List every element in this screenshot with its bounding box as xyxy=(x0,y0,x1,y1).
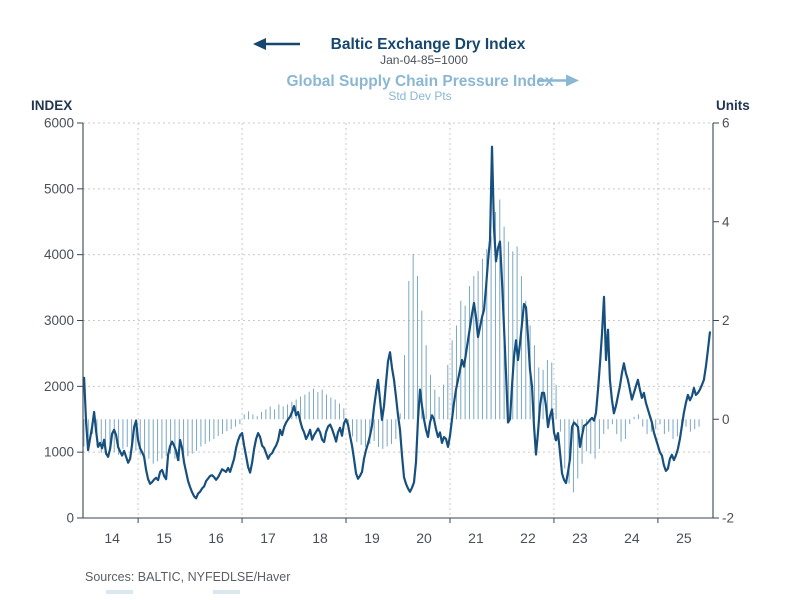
right-arrow-head-icon xyxy=(566,74,579,87)
x-axis-tick-label: 18 xyxy=(312,530,328,546)
legend-gscpi: Global Supply Chain Pressure Index Std D… xyxy=(286,73,579,103)
legend-bdi: Baltic Exchange Dry Index Jan-04-85=1000 xyxy=(253,36,526,67)
y2-axis-tick-label: 6 xyxy=(722,116,730,131)
y-axis-tick-label: 2000 xyxy=(44,379,74,394)
x-axis-tick-label: 15 xyxy=(156,530,172,546)
cropped-footer-artifact xyxy=(213,590,240,594)
chart-subtitle-bdi: Jan-04-85=1000 xyxy=(380,53,468,67)
y-axis-tick-label: 0 xyxy=(66,511,74,526)
chart-title-bdi: Baltic Exchange Dry Index xyxy=(331,36,526,53)
x-axis-tick-label: 20 xyxy=(416,530,432,546)
y2-axis-tick-label: 4 xyxy=(722,214,730,229)
x-axis-tick-label: 19 xyxy=(364,530,380,546)
left-arrow-head-icon xyxy=(253,38,266,50)
y2-axis-tick-label: 0 xyxy=(722,412,730,427)
x-axis-tick-label: 24 xyxy=(624,530,640,546)
y-axis-tick-label: 3000 xyxy=(44,313,74,328)
chart-title-gscpi: Global Supply Chain Pressure Index xyxy=(286,73,553,90)
left-axis-unit-label: INDEX xyxy=(31,98,72,113)
x-axis-tick-label: 17 xyxy=(260,530,276,546)
y-axis-tick-label: 6000 xyxy=(44,116,74,131)
x-axis-tick-label: 21 xyxy=(468,530,484,546)
y-axis-tick-label: 5000 xyxy=(44,181,74,196)
x-axis-tick-label: 14 xyxy=(104,530,120,546)
right-axis-unit-label: Units xyxy=(716,98,750,113)
x-axis-tick-label: 25 xyxy=(676,530,692,546)
y-axis-tick-label: 1000 xyxy=(44,445,74,460)
y-axis-tick-label: 4000 xyxy=(44,247,74,262)
y2-axis-tick-label: -2 xyxy=(722,511,734,526)
x-axis-tick-label: 23 xyxy=(572,530,588,546)
x-axis-tick-label: 16 xyxy=(208,530,224,546)
bdi-line xyxy=(82,145,712,500)
chart-subtitle-gscpi: Std Dev Pts xyxy=(388,89,451,103)
x-axis-tick-label: 22 xyxy=(520,530,536,546)
sources-note: Sources: BALTIC, NYFEDLSE/Haver xyxy=(85,570,290,584)
y2-axis-tick-label: 2 xyxy=(722,313,730,328)
cropped-footer-artifact xyxy=(106,590,133,594)
